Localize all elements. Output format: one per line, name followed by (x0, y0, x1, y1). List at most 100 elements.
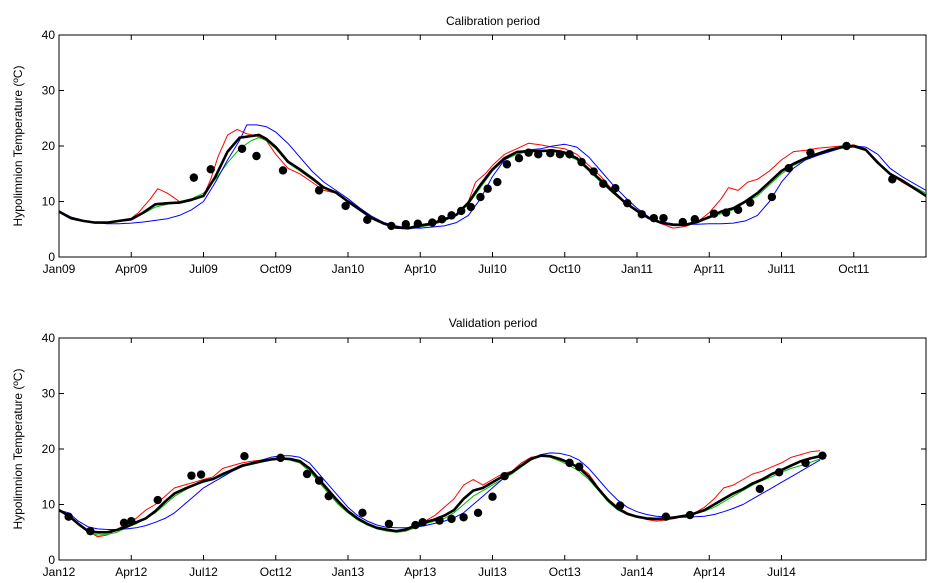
observed-point (428, 218, 437, 227)
chart-title: Validation period (449, 316, 538, 330)
observed-point (466, 202, 476, 212)
series-line (59, 124, 926, 229)
calibration-panel: Calibration period Hypolimnion Temperatu… (11, 14, 927, 276)
observed-point (555, 150, 565, 159)
observed-point (358, 508, 367, 518)
y-tick-label: 20 (42, 442, 56, 456)
observed-point (514, 154, 524, 163)
y-axis: 0 10 20 30 40 (42, 28, 926, 264)
observed-point (384, 519, 394, 529)
x-tick-label: Jul09 (189, 262, 218, 276)
x-tick-label: Oct10 (549, 262, 581, 276)
y-tick-label: 10 (42, 195, 56, 209)
observed-point (459, 513, 468, 522)
y-tick-label: 40 (42, 331, 56, 345)
observed-point (314, 186, 324, 195)
x-tick-label: Apr10 (404, 262, 436, 276)
observed-point (324, 491, 333, 501)
observed-point (685, 510, 695, 520)
observed-point (709, 209, 719, 218)
x-tick-label: Apr11 (694, 262, 725, 276)
observed-point (86, 526, 95, 536)
observed-point (818, 451, 827, 460)
observed-point (437, 215, 447, 224)
observed-point (801, 458, 810, 468)
observed-point (189, 173, 199, 182)
observed-point (615, 501, 625, 510)
observed-point (565, 150, 574, 159)
x-tick-label: Oct11 (838, 262, 869, 276)
y-axis: 0 10 20 30 40 (42, 331, 926, 567)
observed-point (488, 492, 497, 501)
x-tick-label: Jul14 (767, 565, 796, 579)
observed-point (623, 198, 632, 208)
observed-point (447, 514, 456, 524)
axes-box (58, 337, 927, 561)
observed-point (661, 512, 671, 521)
observed-point (577, 157, 586, 167)
observed-point (278, 166, 288, 175)
observed-point (206, 165, 215, 174)
observed-point (476, 192, 485, 202)
y-axis-label: Hypolimnion Temperature (ºC) (11, 66, 25, 227)
observed-point (806, 148, 815, 157)
observed-point (599, 179, 608, 188)
observed-point (447, 211, 456, 220)
observed-point (502, 160, 512, 169)
y-tick-label: 0 (48, 250, 55, 264)
x-tick-label: Jan12 (43, 565, 76, 579)
observed-point (774, 468, 784, 477)
observed-point (456, 206, 466, 216)
x-tick-label: Jul11 (768, 262, 796, 276)
plot-area (58, 337, 927, 561)
y-axis-label: Hypolimnion Temperature (ºC) (11, 369, 25, 530)
observed-point (524, 148, 533, 157)
observed-point (842, 141, 851, 151)
observed-point (127, 516, 136, 526)
y-tick-label: 40 (42, 28, 56, 42)
observed-point (546, 149, 555, 158)
observed-point (611, 183, 620, 193)
observed-point (276, 453, 285, 463)
series-line-thick (59, 133, 926, 230)
observed-point (341, 201, 350, 211)
observed-point (745, 198, 755, 207)
series-line (59, 137, 926, 230)
observed-point (483, 184, 492, 193)
observed-point (888, 175, 897, 184)
observed-point (314, 476, 324, 485)
axes-box (58, 34, 927, 258)
x-tick-label: Jan14 (621, 565, 654, 579)
observed-point (252, 151, 261, 161)
observed-point (187, 471, 196, 480)
observed-point (153, 495, 162, 505)
y-tick-label: 0 (48, 553, 55, 567)
x-tick-label: Oct09 (260, 262, 292, 276)
observed-point (575, 462, 584, 471)
x-tick-label: Jul10 (478, 262, 507, 276)
observed-point (413, 219, 423, 228)
x-tick-label: Oct12 (260, 565, 292, 579)
observed-point (363, 215, 372, 225)
x-tick-label: Apr12 (115, 565, 147, 579)
x-tick-label: Oct13 (549, 565, 581, 579)
observed-point (411, 520, 420, 530)
x-tick-label: Apr13 (404, 565, 436, 579)
x-tick-label: Jan10 (332, 262, 365, 276)
observed-point (690, 215, 699, 224)
plot-area (58, 34, 927, 258)
x-tick-label: Jan11 (621, 262, 653, 276)
observed-point (678, 217, 687, 227)
y-tick-label: 30 (42, 84, 56, 98)
observed-point (240, 452, 249, 461)
observed-point (534, 150, 543, 159)
observed-point (755, 484, 765, 494)
observed-point (119, 518, 129, 528)
observed-point (500, 471, 509, 481)
observed-point (649, 213, 659, 223)
x-tick-label: Apr09 (115, 262, 147, 276)
observed-point (196, 470, 206, 479)
observed-point (565, 458, 574, 468)
validation-panel: Validation period Hypolimnion Temperatur… (11, 316, 927, 579)
